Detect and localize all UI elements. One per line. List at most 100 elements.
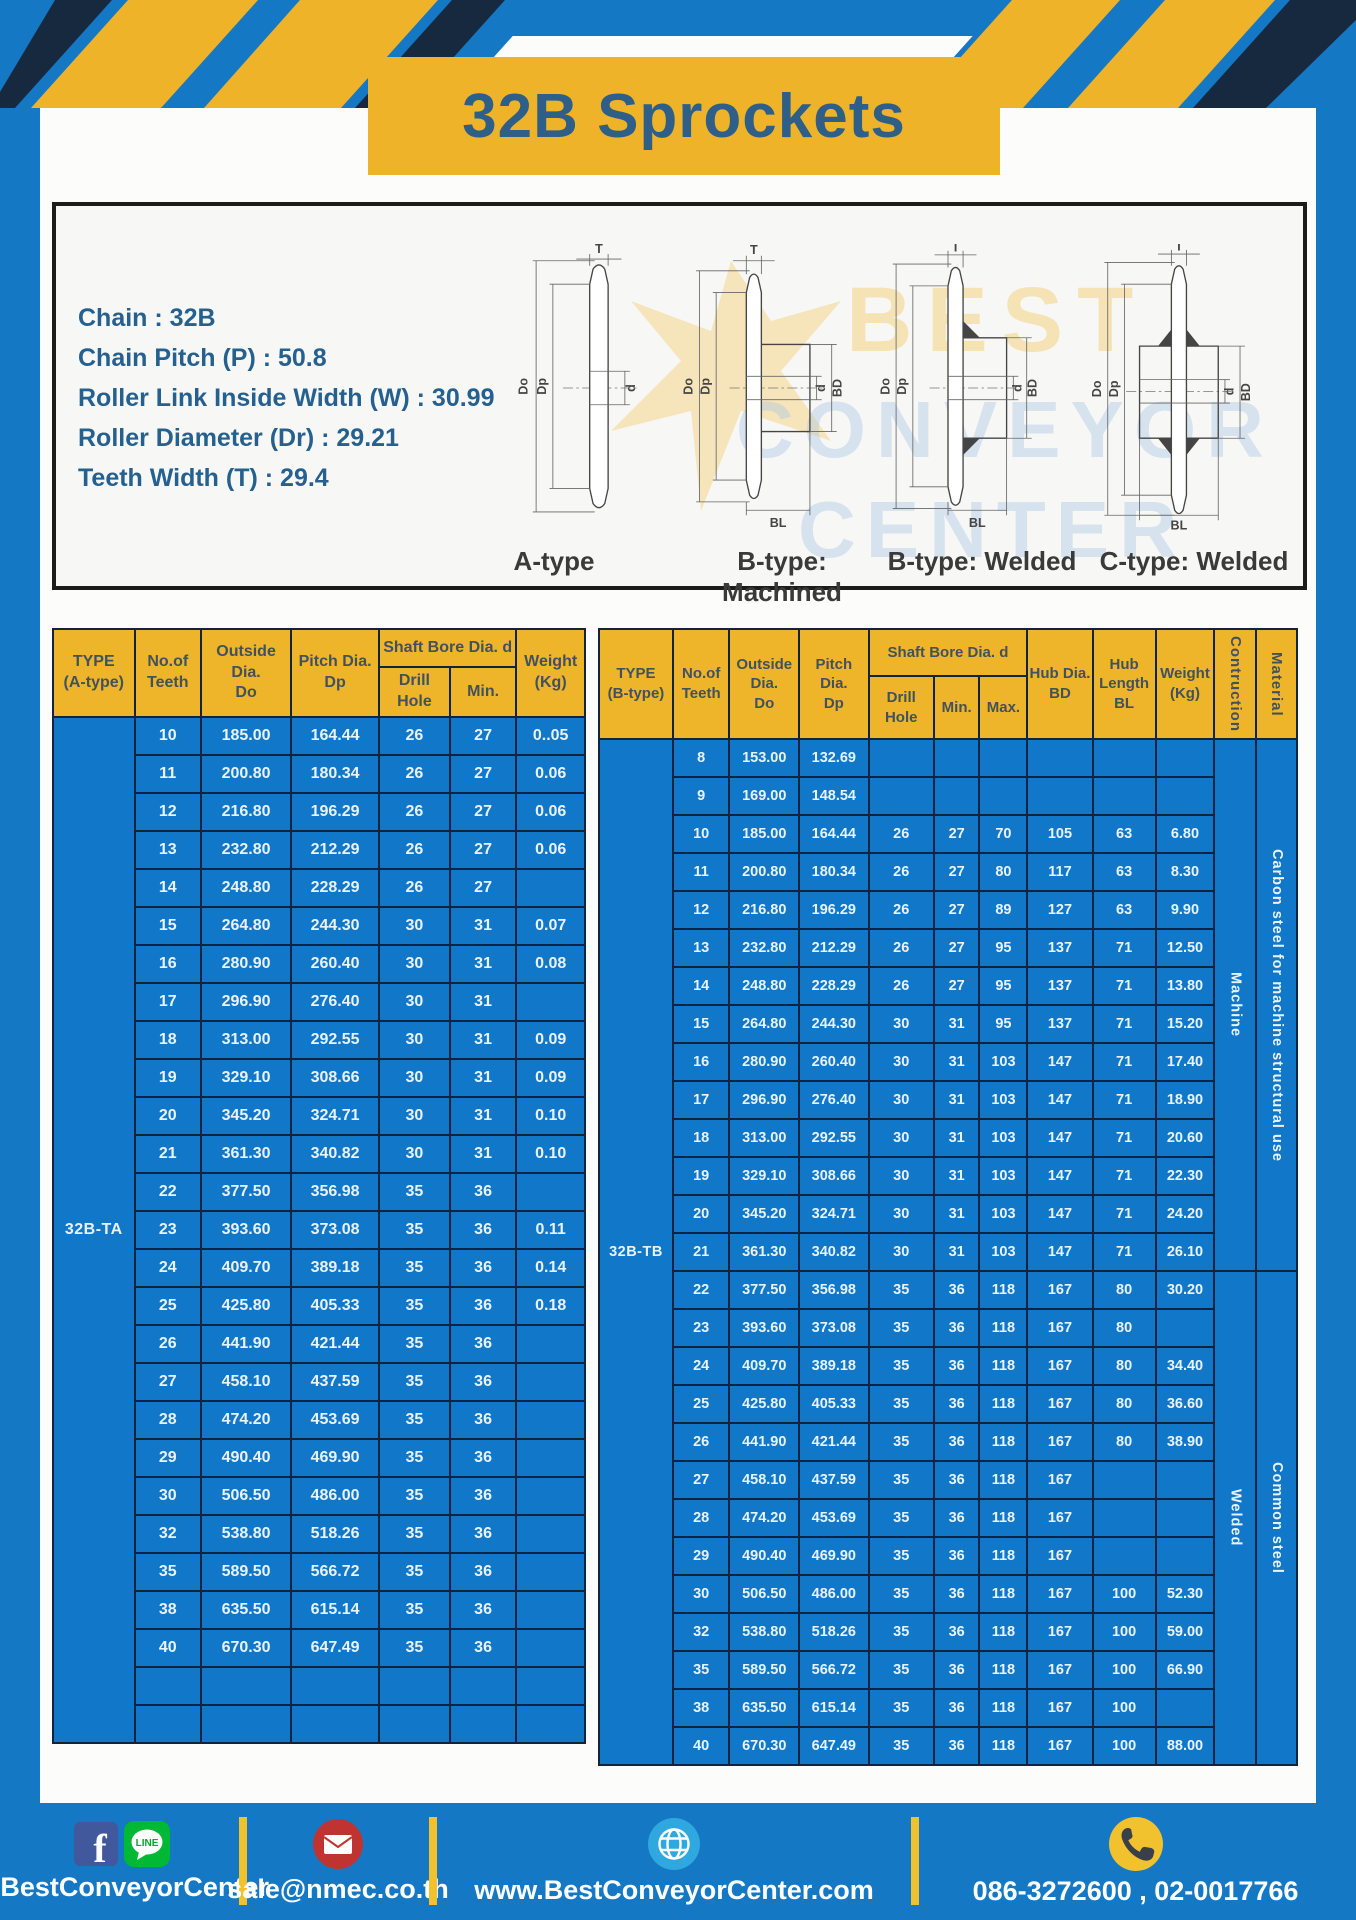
- cell-teeth: 21: [133, 1134, 203, 1174]
- cell-outside-dia: 313.00: [200, 1020, 293, 1060]
- svg-text:Dp: Dp: [698, 378, 712, 395]
- svg-text:Do: Do: [878, 378, 892, 395]
- cell-drill-hole: [867, 775, 935, 816]
- cell-pitch-dia: 196.29: [798, 889, 870, 930]
- svg-text:Dp: Dp: [1107, 380, 1121, 397]
- cell-weight: 24.20: [1154, 1193, 1216, 1234]
- cell-max: 118: [978, 1459, 1029, 1500]
- cell-teeth: 22: [133, 1172, 203, 1212]
- cell-outside-dia: 490.40: [728, 1535, 801, 1576]
- cell-min: [448, 1704, 518, 1744]
- cell-max: [978, 737, 1029, 778]
- cell-teeth: 16: [671, 1041, 731, 1082]
- cell-drill-hole: 30: [867, 1003, 935, 1044]
- footer-divider: [239, 1817, 247, 1905]
- cell-drill-hole: 35: [867, 1497, 935, 1538]
- cell-outside-dia: 393.60: [728, 1307, 801, 1348]
- svg-text:Dp: Dp: [895, 378, 909, 395]
- cell-teeth: 17: [133, 982, 203, 1022]
- cell-hub-length: 100: [1091, 1725, 1157, 1766]
- cell-teeth: 24: [671, 1345, 731, 1386]
- cell-outside-dia: 425.80: [728, 1383, 801, 1424]
- cell-hub-dia: 167: [1026, 1269, 1094, 1310]
- cell-drill-hole: 30: [378, 1134, 451, 1174]
- cell-hub-length: 100: [1091, 1573, 1157, 1614]
- cell-drill-hole: 35: [378, 1400, 451, 1440]
- cell-min: 27: [932, 965, 981, 1006]
- cell-hub-dia: 147: [1026, 1231, 1094, 1272]
- cell-drill-hole: 30: [378, 1058, 451, 1098]
- svg-text:d: d: [624, 384, 638, 392]
- cell-min: 31: [932, 1155, 981, 1196]
- footer-divider: [429, 1817, 437, 1905]
- cell-min: 31: [448, 1058, 518, 1098]
- cell-outside-dia: 589.50: [200, 1552, 293, 1592]
- cell-outside-dia: 474.20: [728, 1497, 801, 1538]
- cell-teeth: 9: [671, 775, 731, 816]
- cell-min: 31: [932, 1079, 981, 1120]
- cell-hub-length: 71: [1091, 1231, 1157, 1272]
- cell-drill-hole: 30: [378, 944, 451, 984]
- footer-website: www.BestConveyorCenter.com: [474, 1874, 874, 1905]
- cell-outside-dia: 589.50: [728, 1649, 801, 1690]
- phone-icon: [1108, 1816, 1163, 1871]
- footer-website-section: www.BestConveyorCenter.com: [433, 1809, 915, 1914]
- cell-drill-hole: 35: [378, 1476, 451, 1516]
- cell-hub-length: 71: [1091, 1041, 1157, 1082]
- cell-weight: [515, 1172, 586, 1212]
- cell-max: 118: [978, 1269, 1029, 1310]
- cell-weight: 0.07: [515, 906, 586, 946]
- cell-construction: Machine: [1213, 737, 1257, 1272]
- cell-pitch-dia: 260.40: [798, 1041, 870, 1082]
- cell-outside-dia: 458.10: [728, 1459, 801, 1500]
- header-outside-dia: Outside Dia. Do: [728, 628, 801, 740]
- cell-outside-dia: 635.50: [728, 1687, 801, 1728]
- cell-weight: 0.10: [515, 1096, 586, 1136]
- cell-outside-dia: 490.40: [200, 1438, 293, 1478]
- cell-hub-length: [1091, 775, 1157, 816]
- cell-max: 103: [978, 1231, 1029, 1272]
- cell-min: [932, 737, 981, 778]
- cell-teeth: 26: [133, 1324, 203, 1364]
- cell-min: 27: [448, 868, 518, 908]
- cell-outside-dia: 280.90: [200, 944, 293, 984]
- cell-teeth: 25: [133, 1286, 203, 1326]
- cell-drill-hole: 35: [867, 1269, 935, 1310]
- cell-weight: [515, 1552, 586, 1592]
- footer-email: sale@nmec.co.th: [227, 1873, 449, 1904]
- cell-weight: [515, 1476, 586, 1516]
- cell-pitch-dia: 647.49: [290, 1628, 381, 1668]
- cell-min: [448, 1666, 518, 1706]
- cell-max: 118: [978, 1535, 1029, 1576]
- svg-text:T: T: [1175, 244, 1183, 254]
- cell-construction: Welded: [1213, 1269, 1257, 1766]
- svg-text:Do: Do: [517, 378, 531, 395]
- cell-hub-dia: 105: [1026, 813, 1094, 854]
- cell-hub-dia: 167: [1026, 1535, 1094, 1576]
- cell-min: [932, 775, 981, 816]
- cell-outside-dia: 635.50: [200, 1590, 293, 1630]
- cell-material: Common steel: [1254, 1269, 1299, 1766]
- cell-pitch-dia: [290, 1666, 381, 1706]
- cell-pitch-dia: 196.29: [290, 792, 381, 832]
- header-max: Max.: [978, 675, 1029, 740]
- cell-teeth: 30: [671, 1573, 731, 1614]
- cell-hub-dia: 167: [1026, 1421, 1094, 1462]
- cell-teeth: 24: [133, 1248, 203, 1288]
- cell-drill-hole: 35: [867, 1383, 935, 1424]
- cell-teeth: 8: [671, 737, 731, 778]
- cell-weight: 0.10: [515, 1134, 586, 1174]
- cell-weight: [515, 1438, 586, 1478]
- cell-pitch-dia: 356.98: [798, 1269, 870, 1310]
- cell-teeth: 17: [671, 1079, 731, 1120]
- caption-b-type-machined: B-type: Machined: [722, 546, 842, 607]
- cell-drill-hole: 30: [378, 982, 451, 1022]
- cell-type: 32B-TA: [52, 716, 136, 1744]
- cell-drill-hole: 35: [867, 1573, 935, 1614]
- cell-min: 36: [448, 1324, 518, 1364]
- header-hub-dia: Hub Dia. BD: [1026, 628, 1094, 740]
- cell-outside-dia: 329.10: [728, 1155, 801, 1196]
- cell-pitch-dia: 148.54: [798, 775, 870, 816]
- cell-teeth: 38: [671, 1687, 731, 1728]
